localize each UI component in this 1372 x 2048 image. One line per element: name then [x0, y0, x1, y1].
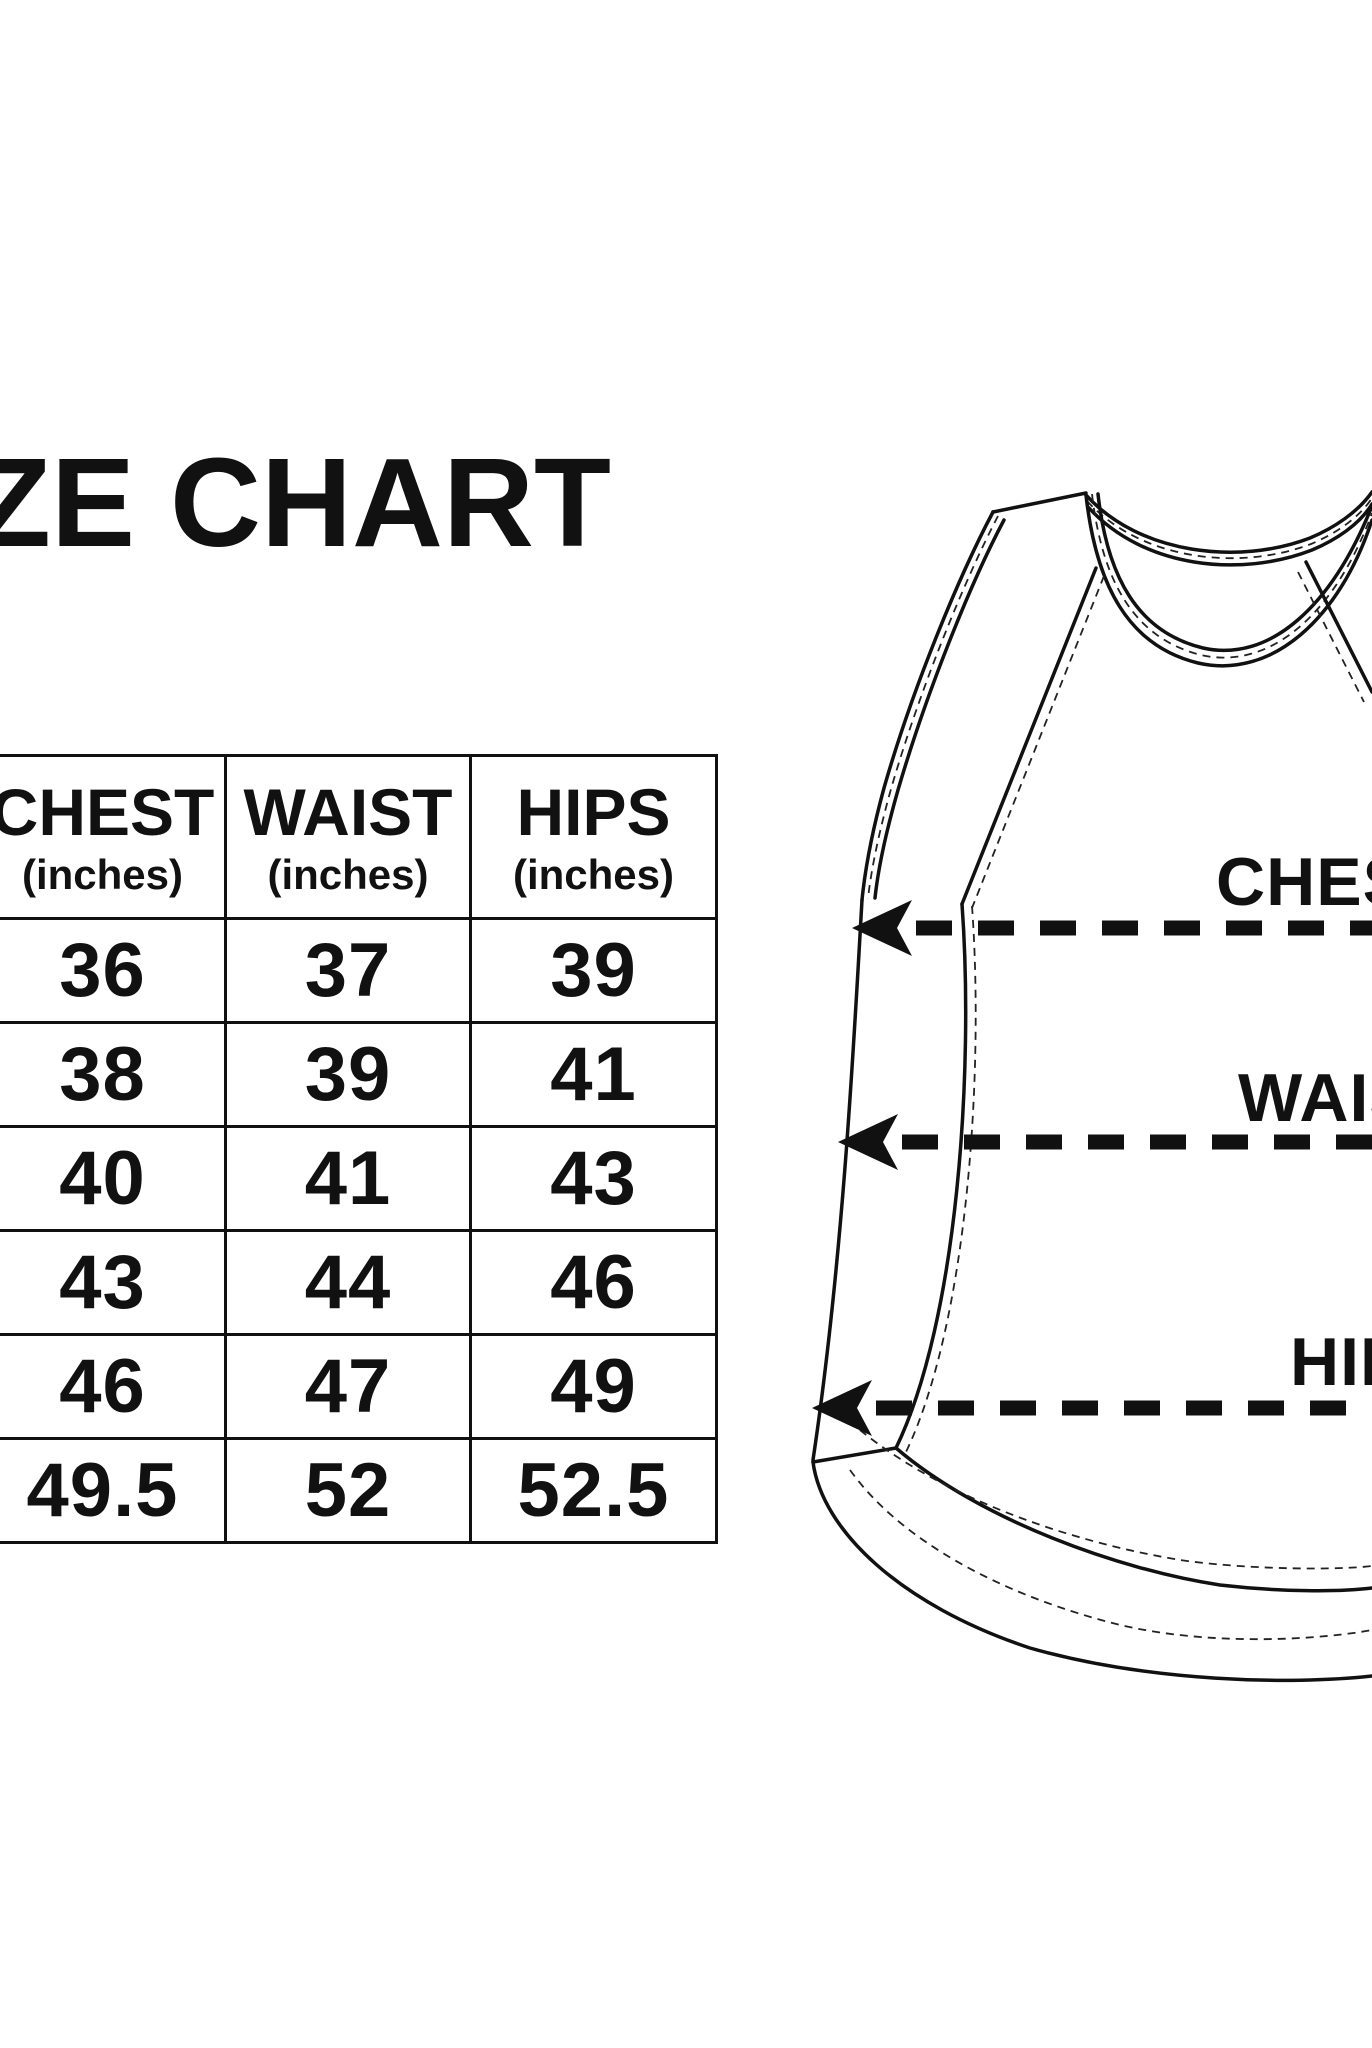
page-title: ZE CHART	[0, 432, 611, 573]
column-header-chest: CHEST (inches)	[0, 754, 227, 920]
front-neckline	[1084, 492, 1372, 668]
table-cell: 41	[224, 1125, 472, 1232]
side-seam	[811, 898, 864, 1462]
back-neckline	[1084, 490, 1372, 567]
raglan-seam-right	[1297, 560, 1372, 703]
table-cell: 41	[469, 1021, 718, 1128]
table-cell: 49.5	[0, 1437, 227, 1544]
tank-top-illustration	[811, 490, 1372, 1683]
table-cell: 43	[0, 1229, 227, 1336]
raglan-seam-left	[960, 566, 1105, 909]
column-label: WAIST	[243, 775, 453, 850]
waist-arrowhead-icon	[838, 1114, 898, 1170]
table-cell: 47	[224, 1333, 472, 1440]
chest-label: CHEST	[1216, 844, 1372, 920]
hips-label: HIPS	[1290, 1324, 1372, 1400]
size-table: CHEST (inches) WAIST (inches) HIPS (inch…	[0, 754, 718, 1544]
table-row: 46 47 49	[0, 1333, 718, 1440]
hem-band	[811, 1429, 1372, 1683]
table-cell: 36	[0, 917, 227, 1024]
armhole-binding	[860, 510, 1006, 902]
shoulder-strap	[991, 491, 1088, 514]
table-cell: 52	[224, 1437, 472, 1544]
table-cell: 43	[469, 1125, 718, 1232]
table-cell: 52.5	[469, 1437, 718, 1544]
hips-arrowhead-icon	[812, 1380, 872, 1436]
table-cell: 39	[224, 1021, 472, 1128]
chest-measure-arrow	[852, 900, 1372, 956]
table-cell: 37	[224, 917, 472, 1024]
table-row: 38 39 41	[0, 1021, 718, 1128]
table-row: 40 41 43	[0, 1125, 718, 1232]
column-label: CHEST	[0, 775, 215, 850]
table-cell: 49	[469, 1333, 718, 1440]
waist-measure-arrow	[838, 1114, 1372, 1170]
front-panel-seam	[894, 902, 977, 1453]
table-row: 43 44 46	[0, 1229, 718, 1336]
table-cell: 46	[0, 1333, 227, 1440]
table-cell: 46	[469, 1229, 718, 1336]
chest-arrowhead-icon	[852, 900, 912, 956]
column-header-hips: HIPS (inches)	[469, 754, 718, 920]
header-row: CHEST (inches) WAIST (inches) HIPS (inch…	[0, 754, 718, 920]
table-cell: 40	[0, 1125, 227, 1232]
hips-measure-arrow	[812, 1380, 1372, 1436]
table-row: 49.5 52 52.5	[0, 1437, 718, 1544]
column-unit: (inches)	[512, 850, 675, 898]
column-header-waist: WAIST (inches)	[224, 754, 472, 920]
table-cell: 44	[224, 1229, 472, 1336]
waist-label: WAIST	[1238, 1060, 1372, 1136]
table-cell: 39	[469, 917, 718, 1024]
table-cell: 38	[0, 1021, 227, 1128]
column-unit: (inches)	[21, 850, 184, 898]
column-unit: (inches)	[267, 850, 429, 898]
column-label: HIPS	[516, 775, 671, 850]
table-row: 36 37 39	[0, 917, 718, 1024]
